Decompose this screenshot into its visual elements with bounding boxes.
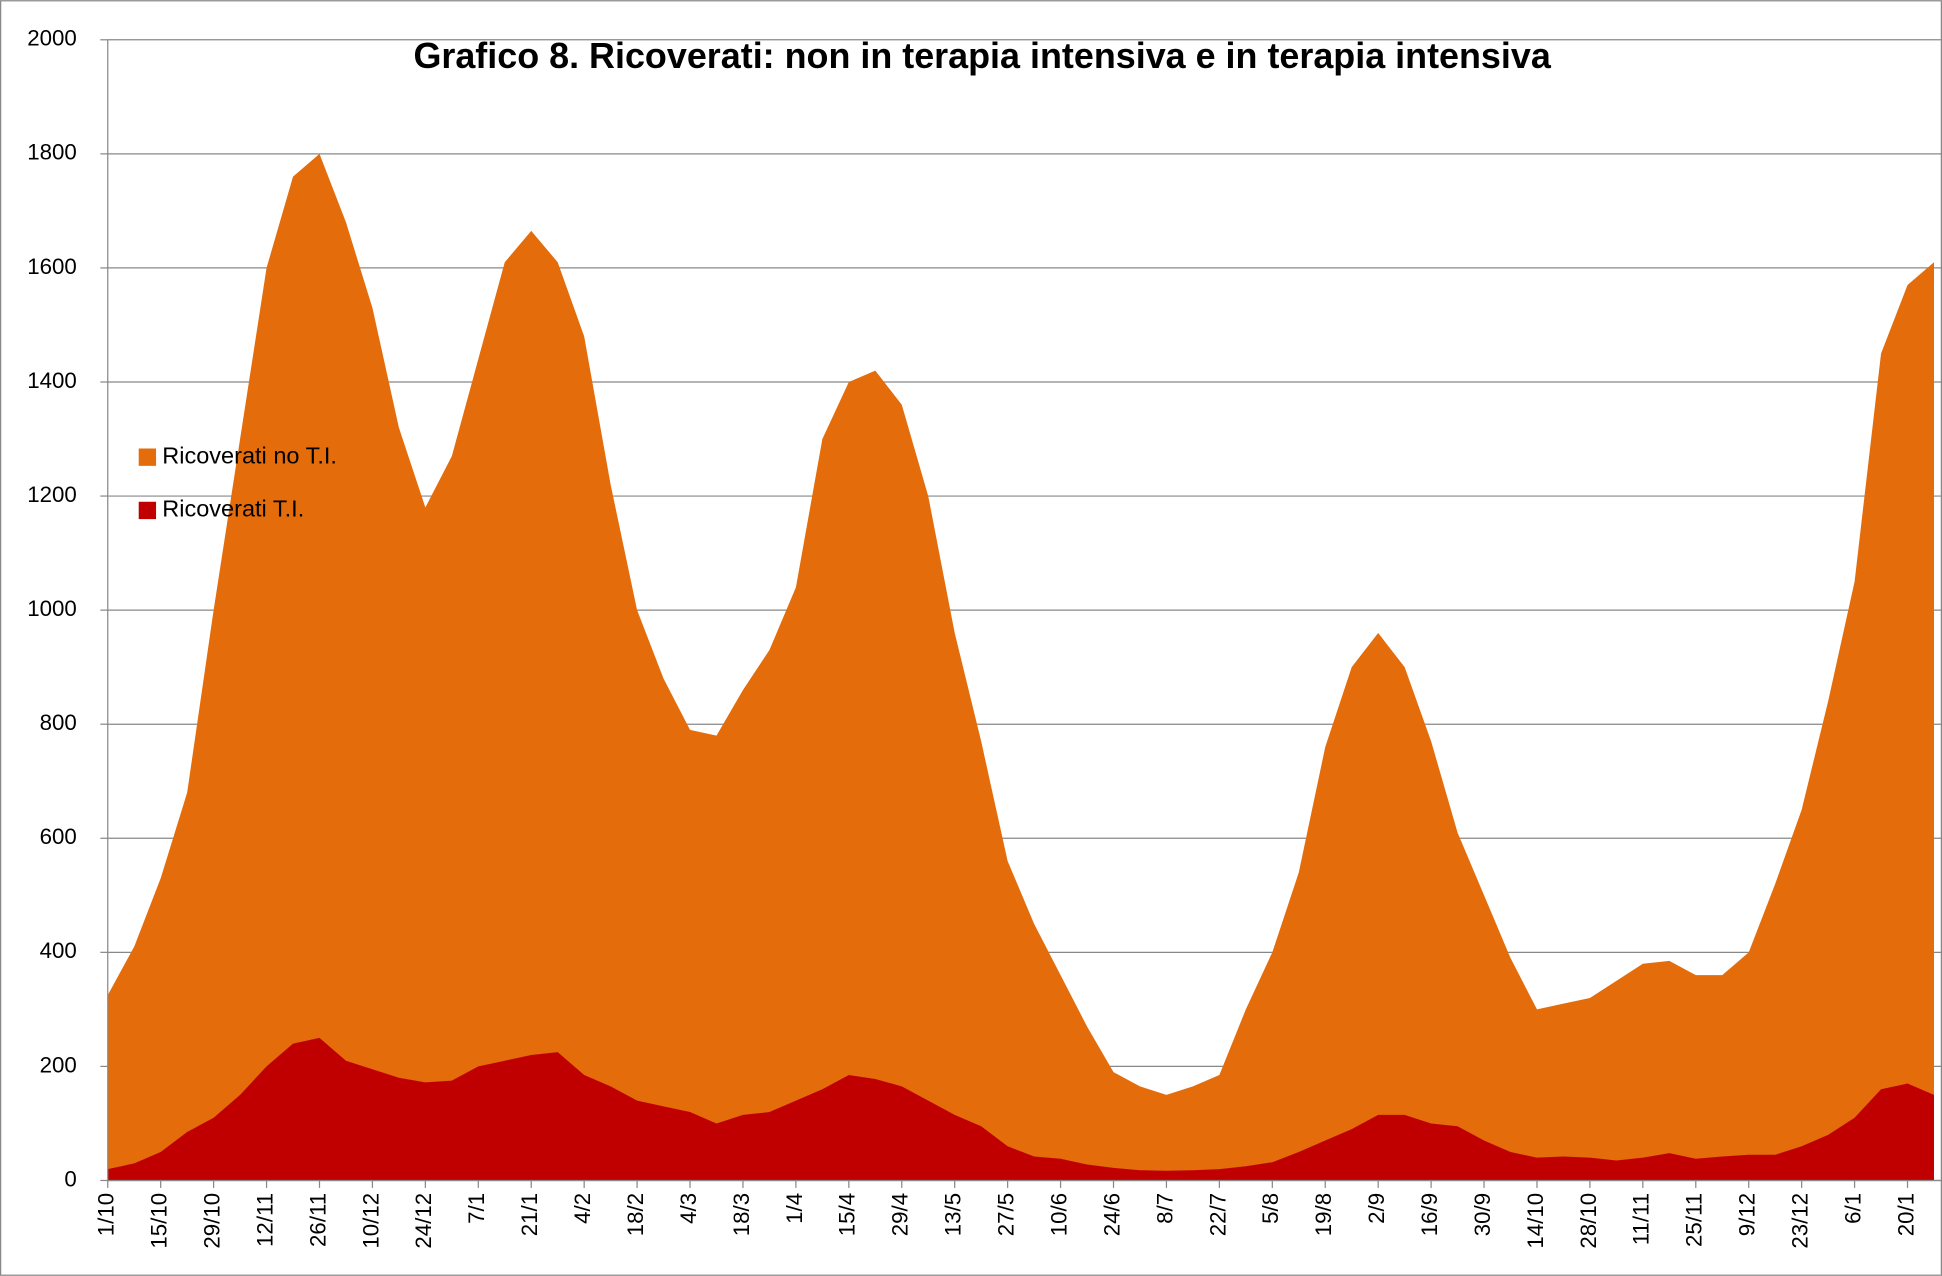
y-tick-label: 200 — [40, 1052, 77, 1077]
x-tick-label: 19/8 — [1311, 1193, 1336, 1236]
y-tick-label: 1600 — [27, 254, 77, 279]
x-tick-label: 15/10 — [147, 1193, 172, 1249]
x-tick-label: 20/1 — [1893, 1193, 1918, 1236]
y-tick-label: 400 — [40, 938, 77, 963]
legend-label: Ricoverati no T.I. — [162, 442, 337, 468]
x-tick-label: 1/4 — [782, 1193, 807, 1224]
x-tick-label: 21/1 — [517, 1193, 542, 1236]
y-tick-label: 600 — [40, 824, 77, 849]
chart-title: Grafico 8. Ricoverati: non in terapia in… — [413, 35, 1551, 76]
y-tick-label: 1000 — [27, 596, 77, 621]
y-tick-label: 1200 — [27, 482, 77, 507]
x-tick-label: 8/7 — [1152, 1193, 1177, 1224]
x-tick-label: 25/11 — [1682, 1193, 1707, 1247]
y-tick-label: 1400 — [27, 368, 77, 393]
x-tick-label: 7/1 — [464, 1193, 489, 1224]
x-tick-label: 27/5 — [994, 1193, 1019, 1236]
x-tick-label: 18/3 — [729, 1193, 754, 1236]
x-tick-label: 12/11 — [252, 1193, 277, 1247]
x-tick-label: 26/11 — [305, 1193, 330, 1247]
x-tick-label: 16/9 — [1417, 1193, 1442, 1236]
x-tick-label: 5/8 — [1258, 1193, 1283, 1224]
x-tick-label: 10/12 — [358, 1193, 383, 1249]
area — [107, 1037, 1934, 1181]
x-tick-label: 2/9 — [1364, 1193, 1389, 1224]
x-tick-label: 1/10 — [94, 1193, 119, 1236]
x-tick-label: 23/12 — [1788, 1193, 1813, 1249]
x-tick-label: 4/2 — [570, 1193, 595, 1224]
x-tick-label: 14/10 — [1523, 1193, 1548, 1249]
x-tick-label: 29/10 — [200, 1193, 225, 1249]
y-tick-label: 800 — [40, 710, 77, 735]
legend-swatch — [138, 448, 157, 466]
legend-swatch — [138, 501, 157, 520]
x-tick-label: 22/7 — [1205, 1193, 1230, 1236]
x-tick-label: 18/2 — [623, 1193, 648, 1236]
x-tick-label: 9/12 — [1735, 1193, 1760, 1236]
x-tick-label: 11/11 — [1629, 1193, 1654, 1245]
x-tick-label: 30/9 — [1470, 1193, 1495, 1236]
x-tick-label: 6/1 — [1840, 1193, 1865, 1224]
y-tick-label: 2000 — [27, 26, 77, 51]
x-tick-label: 10/6 — [1046, 1193, 1071, 1236]
x-tick-label: 28/10 — [1576, 1193, 1601, 1249]
x-tick-label: 15/4 — [835, 1193, 860, 1236]
y-tick-label: 1800 — [27, 140, 77, 165]
x-tick-label: 24/6 — [1099, 1193, 1124, 1236]
x-tick-label: 13/5 — [941, 1193, 966, 1236]
x-tick-label: 4/3 — [676, 1193, 701, 1224]
legend-label: Ricoverati T.I. — [162, 496, 304, 522]
x-tick-label: 24/12 — [411, 1193, 436, 1249]
y-tick-label: 0 — [64, 1166, 76, 1191]
x-tick-label: 29/4 — [888, 1193, 913, 1236]
area — [107, 153, 1934, 1181]
